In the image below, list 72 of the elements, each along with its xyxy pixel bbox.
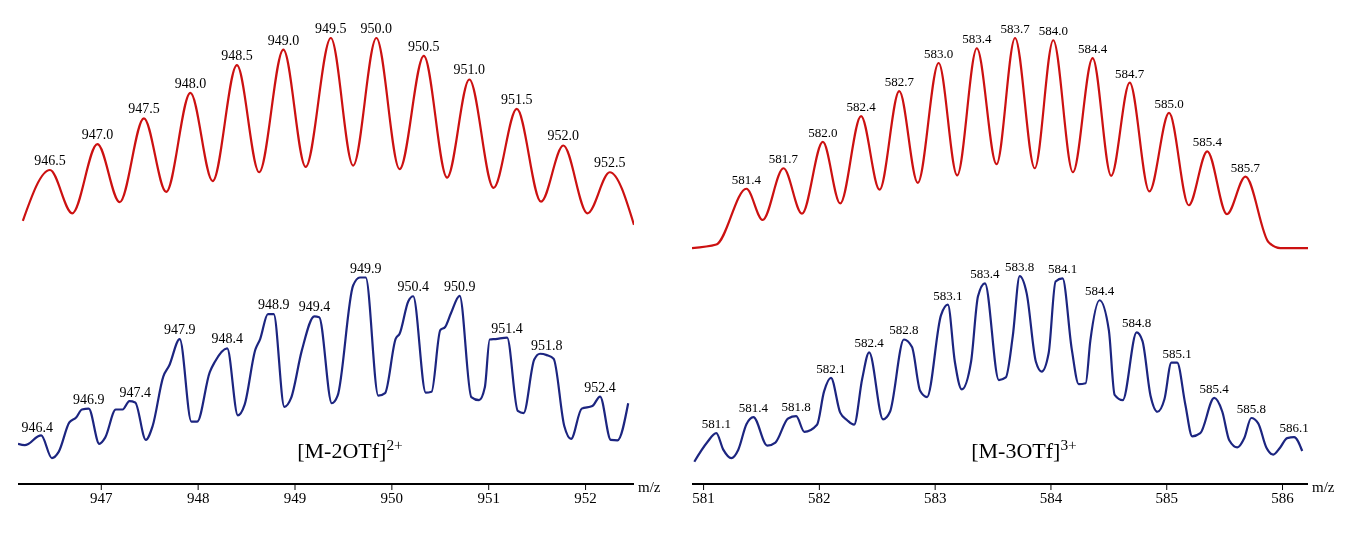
x-tick-label: 951 [477,489,500,506]
annotation: 583.4 [970,266,1001,282]
x-axis-title: m/z [1312,479,1335,496]
annotation: 946.5 [34,153,66,169]
x-tick-label: 581 [692,489,715,506]
annotation: 582.7 [884,74,915,90]
annotation: 947.0 [81,127,114,143]
annotation: 950.4 [397,279,429,295]
annotation: 951.4 [491,320,523,336]
annotation: 949.5 [315,21,347,36]
annotation: 583.0 [924,45,954,61]
annotation: 584.8 [1122,315,1152,331]
x-tick-label: 584 [1039,489,1063,506]
x-tick-label: 947 [90,489,114,506]
annotation: 584.4 [1084,283,1115,299]
annotation: 582.8 [889,322,919,338]
x-tick-label: 585 [1155,489,1178,506]
annotation: 949.0 [267,32,300,48]
annotation: 947.5 [128,101,160,117]
annotation: 584.0 [1038,23,1068,39]
annotation: 582.1 [816,360,846,376]
x-axis-title: m/z [638,479,661,496]
annotation: 949.9 [349,260,382,276]
x-tick-label: 949 [283,489,307,506]
annotation: 952.5 [594,155,626,171]
annotation: [M-2OTf]$^{2+}$ [297,435,403,463]
annotation: 582.4 [846,99,877,115]
x-tick-label: 952 [574,489,597,506]
annotation: 949.4 [298,299,331,315]
annotation: 583.8 [1005,259,1035,275]
annotation: 581.8 [781,399,811,415]
annotation: 581.4 [731,171,762,187]
annotation: 583.4 [962,31,992,47]
annotation: 948.0 [174,75,207,91]
annotation: 948.4 [211,331,243,347]
x-tick-label: 583 [923,489,947,506]
x-tick-label: 950 [380,489,404,506]
annotation: 581.1 [701,416,731,432]
annotation: 952.4 [584,379,616,395]
annotation: 582.0 [808,124,838,140]
annotation: 946.9 [72,391,105,407]
annotation: 950.9 [443,278,476,294]
annotation: 583.1 [933,287,963,303]
annotation: 581.4 [738,400,769,416]
annotation: 947.4 [119,385,151,401]
annotation: 584.1 [1047,261,1078,277]
annotation: 951.8 [531,338,563,354]
annotation: 951.5 [501,91,533,107]
annotation: 946.4 [21,419,54,435]
annotation: 951.0 [453,62,486,78]
annotation: 950.0 [360,21,393,36]
annotation: 947.9 [164,322,196,338]
annotation: 585.4 [1192,134,1223,150]
annotation: 585.1 [1162,345,1192,361]
annotation: 586.1 [1279,420,1309,436]
x-tick-label: 948 [186,489,210,506]
annotation: 583.7 [1000,21,1031,36]
annotation: 948.9 [257,297,290,313]
annotation: 950.5 [408,38,440,54]
x-tick-label: 582 [808,489,831,506]
annotation: 952.0 [547,128,580,144]
annotation: 581.7 [768,151,799,167]
annotation: 584.4 [1078,41,1108,57]
annotation: 585.4 [1199,380,1230,396]
annotation: 585.0 [1154,95,1184,111]
annotation: 585.7 [1230,159,1261,175]
x-tick-label: 586 [1271,489,1295,506]
annotation: 584.7 [1115,65,1145,81]
annotation: [M-3OTf]$^{3+}$ [971,435,1077,463]
annotation: 582.4 [854,335,885,351]
annotation: 585.8 [1236,400,1266,416]
annotation: 948.5 [221,48,253,64]
